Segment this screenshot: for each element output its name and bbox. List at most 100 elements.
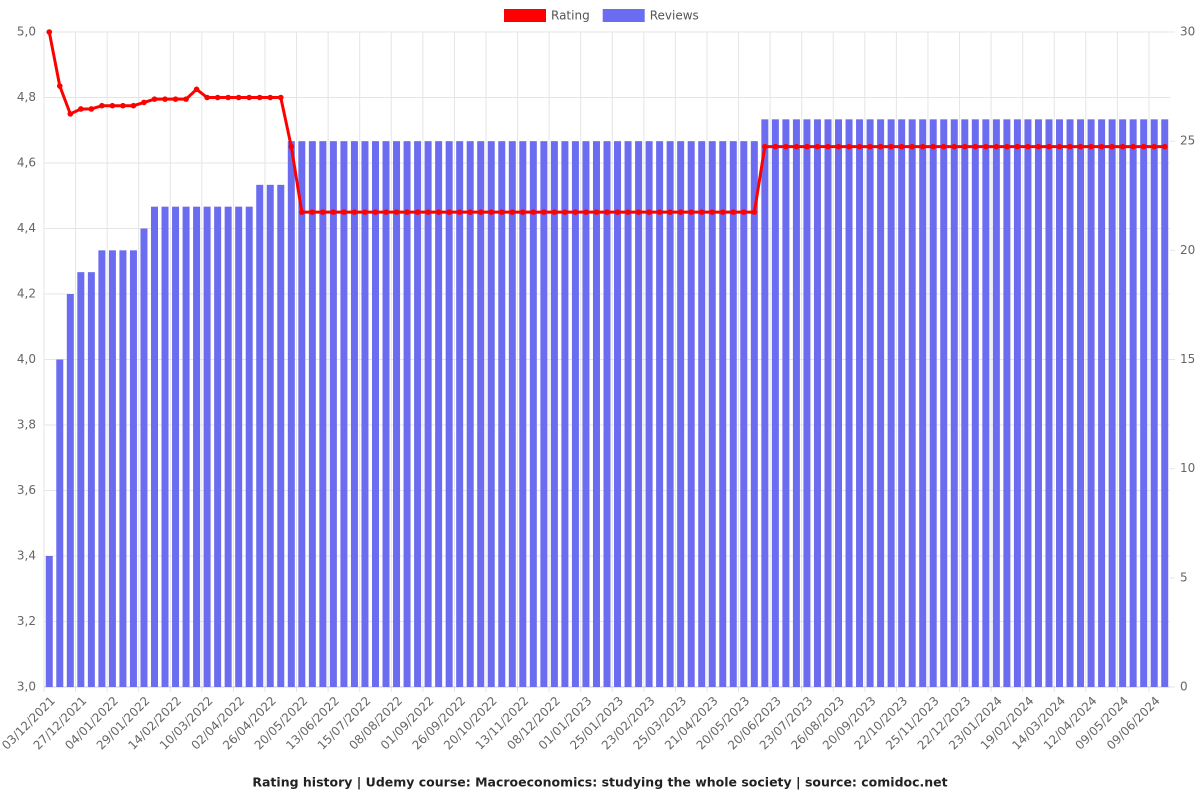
point xyxy=(1004,143,1010,150)
bar xyxy=(129,250,137,688)
point xyxy=(414,209,421,215)
point xyxy=(435,209,442,215)
bar xyxy=(256,184,264,688)
point xyxy=(604,209,610,215)
point xyxy=(993,143,1000,150)
point xyxy=(141,99,147,106)
bar xyxy=(824,119,832,688)
point xyxy=(130,102,137,109)
point xyxy=(940,143,947,150)
point xyxy=(330,209,337,215)
bar xyxy=(529,141,537,687)
bar xyxy=(414,141,422,687)
point xyxy=(825,143,831,150)
bar xyxy=(1161,119,1169,688)
y-tick-label: 4,0 xyxy=(17,352,36,366)
point xyxy=(772,143,779,150)
bar xyxy=(845,119,853,688)
point xyxy=(867,143,873,150)
bar xyxy=(1034,119,1042,688)
point xyxy=(1025,143,1031,150)
bar xyxy=(340,141,348,687)
point xyxy=(520,209,526,215)
point xyxy=(625,209,631,215)
point xyxy=(730,209,737,215)
point xyxy=(404,209,410,215)
bar xyxy=(624,141,632,687)
bar xyxy=(119,250,127,688)
y-tick-label: 4,8 xyxy=(17,90,36,104)
point xyxy=(498,209,505,215)
legend-label[interactable]: Reviews xyxy=(650,9,699,23)
bar xyxy=(371,141,379,687)
y2-tick-label: 30 xyxy=(1180,25,1195,39)
bar xyxy=(803,119,811,688)
y-tick-label: 3,8 xyxy=(17,418,36,432)
bar xyxy=(603,141,611,687)
bar xyxy=(1045,119,1053,688)
legend-swatch[interactable] xyxy=(504,9,546,22)
bar xyxy=(792,119,800,688)
point xyxy=(309,209,316,215)
y-tick-label: 4,2 xyxy=(17,287,36,301)
bar xyxy=(719,141,727,687)
point xyxy=(204,94,210,101)
bar xyxy=(456,141,464,687)
point xyxy=(667,209,673,215)
legend-label[interactable]: Rating xyxy=(551,9,590,23)
point xyxy=(1067,143,1073,150)
point xyxy=(646,209,652,215)
point xyxy=(488,209,495,215)
bar xyxy=(698,141,706,687)
bar xyxy=(898,119,906,688)
bar xyxy=(614,141,622,687)
bar xyxy=(729,141,737,687)
bar xyxy=(435,141,443,687)
point xyxy=(67,111,74,117)
point xyxy=(551,209,558,215)
bar xyxy=(1129,119,1137,688)
bar xyxy=(298,141,306,687)
point xyxy=(835,143,842,150)
point xyxy=(383,209,389,215)
bar xyxy=(508,141,516,687)
point xyxy=(530,209,537,215)
bar xyxy=(56,359,64,687)
bar xyxy=(771,119,779,688)
bar xyxy=(656,141,664,687)
bar xyxy=(1056,119,1064,688)
point xyxy=(793,143,800,150)
point xyxy=(362,209,368,215)
point xyxy=(288,143,295,150)
bar xyxy=(245,206,253,687)
bar xyxy=(1108,119,1116,688)
legend-swatch[interactable] xyxy=(602,9,645,22)
bar xyxy=(140,228,148,687)
bar xyxy=(856,119,864,688)
point xyxy=(709,209,716,215)
point xyxy=(151,96,158,102)
point xyxy=(246,94,253,101)
bar xyxy=(1098,119,1106,688)
bar xyxy=(77,272,85,687)
bar xyxy=(866,119,874,688)
bar xyxy=(319,141,327,687)
point xyxy=(1161,143,1168,150)
point xyxy=(46,29,53,35)
point xyxy=(698,209,705,215)
bar xyxy=(382,141,390,687)
point xyxy=(1130,143,1136,150)
point xyxy=(235,94,242,101)
point xyxy=(393,209,400,215)
bar xyxy=(393,141,401,687)
bar xyxy=(445,141,453,687)
bar xyxy=(887,119,895,688)
bar xyxy=(308,141,316,687)
point xyxy=(972,143,979,150)
bar xyxy=(287,141,295,687)
point xyxy=(425,209,431,215)
bar xyxy=(235,206,243,687)
point xyxy=(456,209,463,215)
bar xyxy=(961,119,969,688)
